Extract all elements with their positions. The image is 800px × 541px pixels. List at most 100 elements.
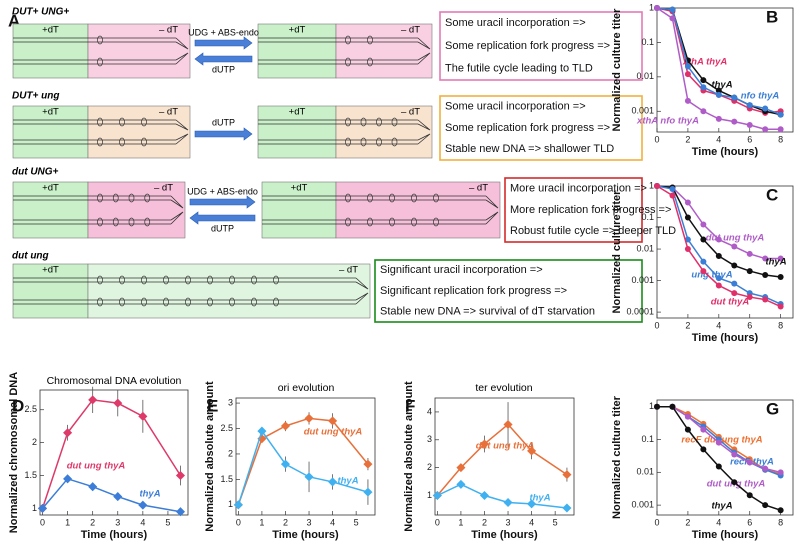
data-point <box>113 398 123 408</box>
dna-fork <box>355 277 369 290</box>
dt-minus-region <box>335 181 501 239</box>
dt-plus-label: +dT <box>42 265 59 276</box>
uracil <box>229 275 235 285</box>
uracil <box>119 275 125 285</box>
uracil <box>112 193 119 203</box>
arrow <box>189 195 256 209</box>
uracil <box>273 297 279 307</box>
dna-fork <box>355 292 369 305</box>
uracil <box>185 275 191 285</box>
uracil <box>360 117 367 127</box>
plot-frame <box>39 389 189 516</box>
data-point <box>684 199 691 206</box>
data-point <box>328 477 338 487</box>
uracil <box>376 117 382 127</box>
dt-minus-label: – dT <box>159 107 178 118</box>
uracil <box>389 217 395 227</box>
data-point <box>700 221 707 228</box>
uracil <box>97 137 103 147</box>
data-point <box>233 500 243 510</box>
data-point <box>715 115 722 122</box>
data-point <box>669 403 676 410</box>
dt-plus-label: +dT <box>42 183 59 194</box>
uracil <box>141 137 147 147</box>
x-tick-label: 2 <box>482 517 487 527</box>
x-tick-label: 0 <box>236 517 241 527</box>
series-label: dut ung thyA <box>476 441 535 452</box>
uracil <box>251 297 257 307</box>
dt-plus-label: +dT <box>42 25 59 36</box>
row-title: DUT+ UNG+ <box>12 7 69 18</box>
y-axis-label: Normalized absolute amount <box>204 381 216 532</box>
y-tick-label: 0.1 <box>641 212 654 222</box>
data-point <box>746 250 753 257</box>
panel-letter: D <box>12 396 24 415</box>
uracil <box>367 217 373 227</box>
dt-plus-region <box>12 263 89 319</box>
data-point <box>700 258 707 265</box>
y-axis-label: Normalized culture titer <box>611 190 623 314</box>
row-title: dut ung <box>12 251 49 262</box>
outcome-text: Some replication fork progress => <box>445 122 610 134</box>
data-point <box>654 403 660 410</box>
uracil <box>141 275 147 285</box>
row-title: DUT+ ung <box>12 91 60 102</box>
y-tick-label: 0.1 <box>641 434 654 444</box>
outcome-text: More uracil incorporation => <box>510 183 647 195</box>
data-point <box>138 411 148 421</box>
data-point <box>762 126 769 133</box>
data-point <box>731 118 738 125</box>
data-point <box>777 255 784 262</box>
outcome-text: Significant replication fork progress => <box>380 285 567 297</box>
data-point <box>715 282 722 289</box>
data-point <box>700 446 707 453</box>
dt-plus-region <box>12 181 89 239</box>
y-tick-label: 0.01 <box>636 467 654 477</box>
series-label: thyA <box>139 489 160 500</box>
dt-minus-region <box>87 23 191 79</box>
data-point <box>684 97 691 104</box>
dt-plus-label: +dT <box>289 25 306 36</box>
x-tick-label: 8 <box>778 517 783 527</box>
chart-title: ter evolution <box>475 382 532 394</box>
x-tick-label: 4 <box>716 320 721 330</box>
x-tick-label: 6 <box>747 517 752 527</box>
y-tick-label: 4 <box>427 406 432 416</box>
data-point <box>527 499 537 509</box>
x-axis-label: Time (hours) <box>692 146 759 158</box>
series-label: thyA <box>529 493 550 504</box>
panel-letter: F <box>405 396 415 415</box>
data-point <box>669 186 676 193</box>
outcome-text: More replication fork progress => <box>510 204 671 216</box>
y-tick-label: 1 <box>228 499 233 509</box>
uracil <box>97 275 103 285</box>
x-tick-label: 0 <box>40 517 45 527</box>
series-label: thyA <box>765 257 786 268</box>
arrow <box>194 127 253 141</box>
data-point <box>777 273 784 280</box>
x-tick-label: 8 <box>778 134 783 144</box>
data-point <box>700 426 707 433</box>
x-tick-label: 3 <box>115 517 120 527</box>
x-tick-label: 0 <box>654 517 659 527</box>
y-tick-label: 1 <box>649 401 654 411</box>
uracil <box>185 297 191 307</box>
chart-title: Chromosomal DNA evolution <box>47 375 182 387</box>
dt-minus-region <box>87 181 186 239</box>
data-point <box>88 395 98 405</box>
data-point <box>700 84 707 91</box>
data-point <box>654 183 660 189</box>
uracil <box>411 217 417 227</box>
arrow <box>194 52 253 66</box>
outcome-box <box>439 11 643 81</box>
series-line <box>41 399 182 509</box>
y-tick-label: 1.5 <box>220 474 233 484</box>
uracil <box>433 217 439 227</box>
x-axis-label: Time (hours) <box>471 529 538 541</box>
uracil <box>433 193 439 203</box>
y-axis-label: Normalized absolute amount <box>403 381 415 532</box>
data-point <box>669 6 676 13</box>
arrow-label: dUTP <box>212 117 235 127</box>
data-point <box>684 63 691 70</box>
outcome-box <box>439 95 643 161</box>
